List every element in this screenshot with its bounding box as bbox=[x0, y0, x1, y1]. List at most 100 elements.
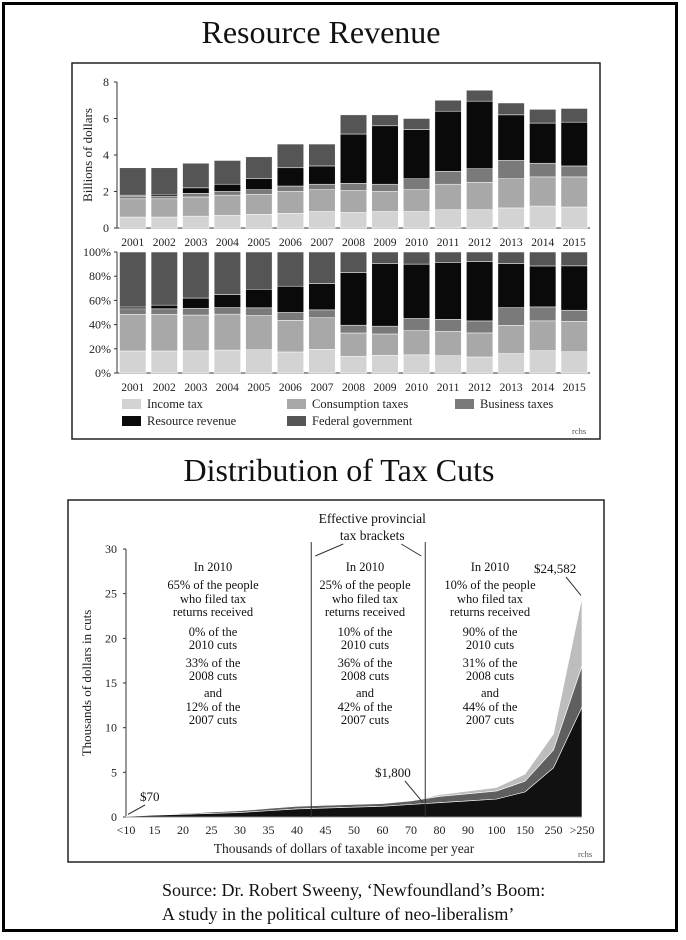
share-x-tick-label: 2009 bbox=[374, 382, 397, 394]
resource-bar-segment bbox=[371, 191, 399, 212]
share-bar-segment bbox=[119, 308, 147, 315]
share-bar-segment bbox=[466, 356, 494, 374]
tax-x-tick-label: 20 bbox=[177, 823, 189, 837]
resource-bar-segment bbox=[403, 189, 431, 212]
share-x-tick-label: 2011 bbox=[437, 382, 460, 394]
share-bar-segment bbox=[245, 349, 273, 374]
legend-label: Income tax bbox=[147, 397, 204, 411]
tax-x-tick-label: 40 bbox=[291, 823, 303, 837]
resource-bar-segment bbox=[434, 171, 462, 185]
share-bar-segment bbox=[213, 313, 241, 351]
resource-bar-segment bbox=[276, 167, 304, 187]
annotation-arrow bbox=[565, 576, 582, 596]
share-bar-segment bbox=[497, 353, 525, 374]
share-bar-segment bbox=[403, 263, 431, 319]
resource-bar-segment bbox=[529, 205, 557, 229]
legend-label: Resource revenue bbox=[147, 414, 237, 428]
bracket-text: and bbox=[204, 686, 223, 700]
share-bar-segment bbox=[340, 251, 367, 273]
bracket-text: returns received bbox=[450, 605, 531, 619]
share-bar-segment bbox=[497, 251, 525, 264]
resource-bar-segment bbox=[497, 178, 525, 209]
share-bar-segment bbox=[371, 263, 399, 327]
share-x-tick-label: 2003 bbox=[184, 382, 207, 394]
share-bar-segment bbox=[308, 283, 336, 311]
tax-y-tick-label: 0 bbox=[111, 810, 117, 824]
resource-bar-segment bbox=[150, 198, 178, 218]
share-bar-segment bbox=[150, 308, 178, 315]
share-bar-segment bbox=[434, 331, 462, 356]
share-bar-segment bbox=[434, 355, 462, 374]
resource-bar-segment bbox=[466, 100, 494, 169]
share-x-tick-label: 2005 bbox=[247, 382, 270, 394]
resource-bar-segment bbox=[308, 189, 336, 212]
share-bar-segment bbox=[560, 321, 588, 353]
resource-bar-segment bbox=[150, 167, 178, 195]
share-bar-segment bbox=[119, 251, 147, 308]
resource-bar-segment bbox=[371, 211, 399, 229]
bracket-arrow bbox=[315, 543, 344, 557]
share-bar-segment bbox=[371, 251, 399, 264]
share-x-tick-label: 2015 bbox=[563, 382, 586, 394]
bracket-text: 65% of the people bbox=[167, 578, 259, 592]
tax-x-tick-label: >250 bbox=[570, 823, 595, 837]
share-bar-segment bbox=[213, 307, 241, 315]
share-bar-segment bbox=[403, 354, 431, 374]
tax-x-tick-label: 15 bbox=[149, 823, 161, 837]
tax-x-tick-label: <10 bbox=[117, 823, 136, 837]
bracket-text: who filed tax bbox=[457, 592, 524, 606]
share-bar-segment bbox=[182, 350, 210, 374]
share-bar-segment bbox=[560, 251, 588, 267]
bracket-arrow bbox=[400, 543, 422, 557]
resource-bar-segment bbox=[182, 162, 210, 189]
resource-bar-segment bbox=[497, 114, 525, 161]
share-bar-segment bbox=[182, 314, 210, 352]
share-x-tick-label: 2010 bbox=[405, 382, 428, 394]
resource-x-tick-label: 2014 bbox=[531, 237, 554, 249]
share-bar-segment bbox=[529, 350, 557, 374]
resource-bar-segment bbox=[371, 125, 399, 185]
source-line-1: Source: Dr. Robert Sweeny, ‘Newfoundland… bbox=[162, 880, 546, 900]
share-bar-segment bbox=[182, 297, 210, 309]
resource-y-tick-label: 4 bbox=[103, 148, 109, 162]
legend-swatch bbox=[455, 399, 474, 409]
bracket-text: 42% of the bbox=[338, 700, 393, 714]
bracket-text: In 2010 bbox=[346, 560, 385, 574]
share-bar-segment bbox=[308, 309, 336, 319]
annotation-min: $70 bbox=[140, 789, 160, 804]
bracket-text: 90% of the bbox=[463, 625, 518, 639]
bracket-text: 2008 cuts bbox=[466, 669, 514, 683]
share-bar-segment bbox=[119, 314, 147, 352]
chart-credit: rchs bbox=[572, 426, 586, 436]
resource-bar-segment bbox=[213, 160, 241, 185]
share-x-tick-label: 2006 bbox=[279, 382, 302, 394]
share-y-tick-label: 20% bbox=[89, 342, 111, 356]
resource-bar-segment bbox=[340, 190, 367, 213]
annotation-arrow bbox=[127, 804, 146, 815]
tax-x-tick-label: 25 bbox=[206, 823, 218, 837]
share-bar-segment bbox=[308, 349, 336, 374]
annotation-arrow bbox=[404, 780, 424, 804]
bracket-text: returns received bbox=[325, 605, 406, 619]
share-bar-segment bbox=[529, 251, 557, 267]
share-bar-segment bbox=[529, 320, 557, 351]
resource-y-tick-label: 6 bbox=[103, 112, 109, 126]
tax-x-axis-label: Thousands of dollars of taxable income p… bbox=[214, 841, 475, 856]
bracket-text: and bbox=[481, 686, 500, 700]
legend-label: Consumption taxes bbox=[312, 397, 408, 411]
share-bar-segment bbox=[466, 332, 494, 358]
resource-bar-segment bbox=[340, 212, 367, 229]
resource-bar-segment bbox=[403, 211, 431, 229]
resource-x-tick-label: 2001 bbox=[121, 237, 144, 249]
share-bar-segment bbox=[119, 350, 147, 374]
tax-x-tick-label: 45 bbox=[320, 823, 332, 837]
resource-bar-segment bbox=[340, 183, 367, 191]
share-bar-segment bbox=[560, 265, 588, 311]
resource-bar-segment bbox=[466, 182, 494, 210]
bracket-title: Effective provincial bbox=[319, 511, 427, 526]
share-x-tick-label: 2013 bbox=[500, 382, 523, 394]
resource-bar-segment bbox=[434, 209, 462, 229]
annotation-mid: $1,800 bbox=[375, 765, 411, 780]
resource-y-tick-label: 8 bbox=[103, 75, 109, 89]
share-x-tick-label: 2012 bbox=[468, 382, 491, 394]
